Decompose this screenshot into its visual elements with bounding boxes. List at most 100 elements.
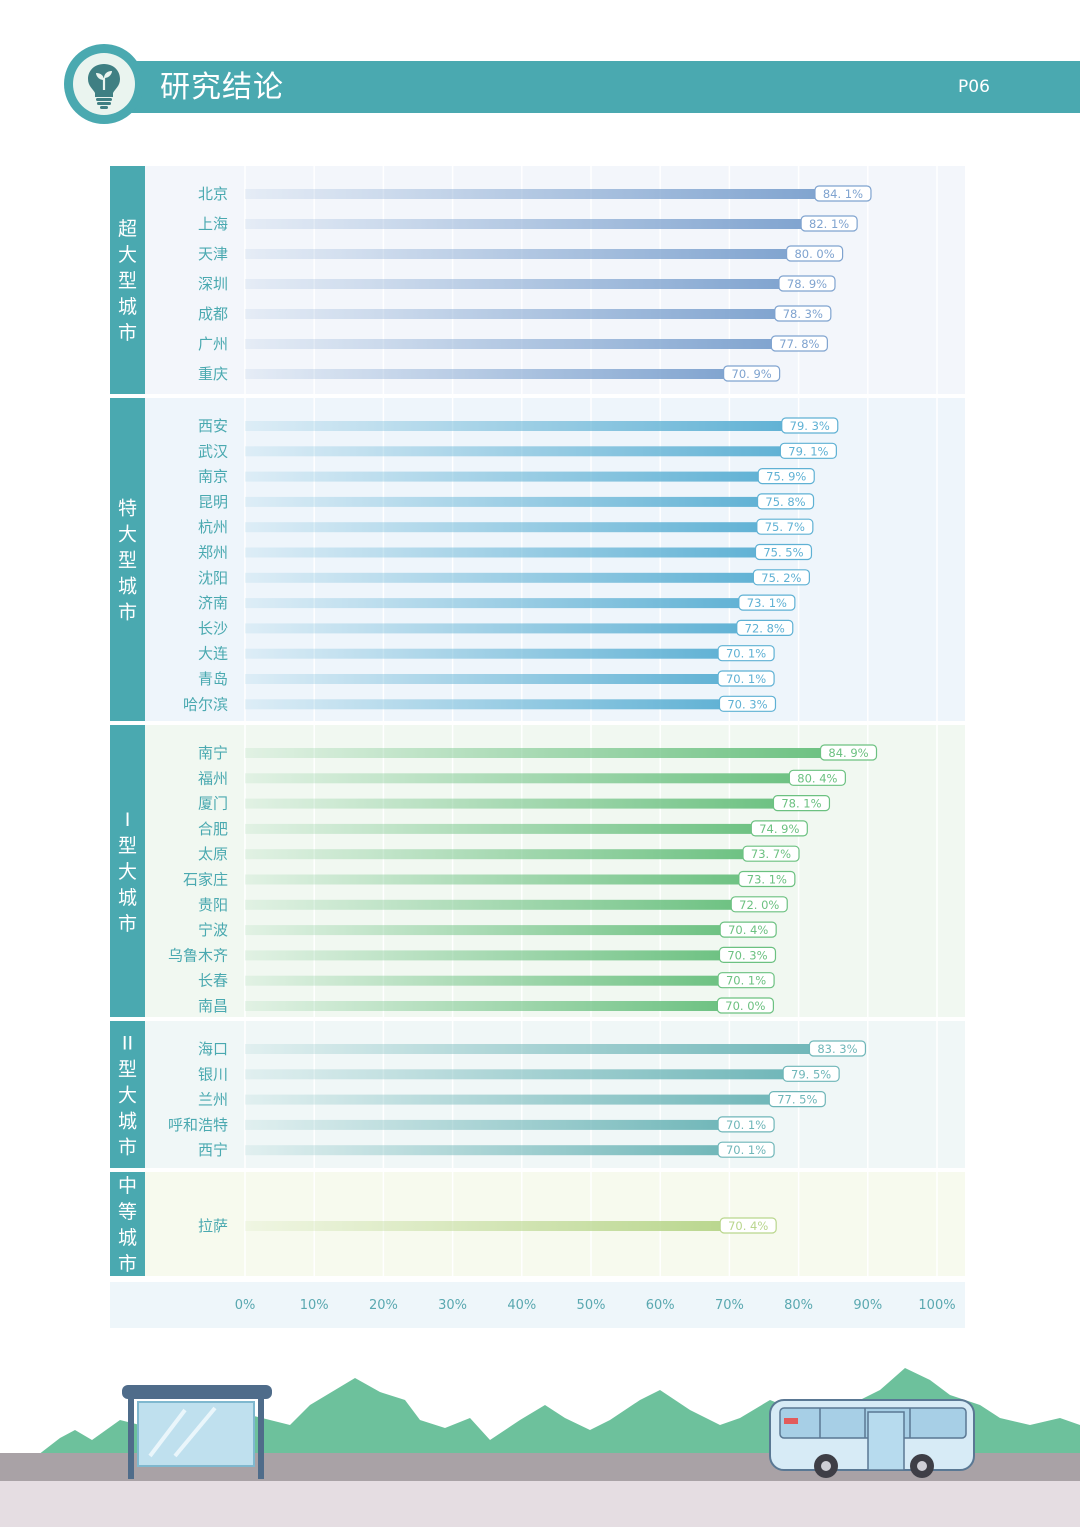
group-label-char: 等	[118, 1201, 137, 1223]
bar	[245, 369, 736, 379]
group-label-char: 城	[118, 576, 137, 598]
x-tick-label: 40%	[507, 1298, 536, 1313]
data-label: 75. 9%	[766, 470, 806, 484]
category-label: 杭州	[198, 518, 228, 536]
data-label-box	[752, 569, 810, 586]
data-label: 82. 1%	[809, 217, 849, 231]
category-label: 济南	[198, 594, 228, 612]
category-label: 北京	[198, 185, 228, 203]
bar	[245, 748, 833, 758]
group-label-char: 超	[118, 218, 137, 240]
bar	[245, 219, 814, 229]
data-label-box	[757, 468, 815, 485]
category-label: 上海	[198, 215, 228, 233]
data-label: 72. 0%	[739, 898, 779, 912]
data-label: 73. 1%	[747, 873, 787, 887]
group-label-char: 特	[118, 498, 137, 520]
data-label: 70. 3%	[727, 948, 767, 962]
data-label: 75. 2%	[761, 571, 801, 585]
category-label: 西安	[198, 417, 228, 435]
data-label: 78. 1%	[781, 797, 821, 811]
bar	[245, 699, 732, 710]
data-label-box	[717, 1141, 775, 1158]
bus	[769, 1399, 975, 1478]
group-side-band	[110, 1172, 145, 1276]
category-label: 武汉	[198, 442, 228, 460]
data-label: 84. 9%	[828, 746, 868, 760]
data-label: 70. 1%	[726, 1143, 766, 1157]
x-tick-label: 70%	[715, 1298, 744, 1313]
bar	[245, 572, 766, 583]
category-label: 乌鲁木齐	[168, 946, 228, 964]
category-label: 西宁	[198, 1141, 228, 1159]
group-label-char: 市	[118, 322, 137, 344]
data-label-box	[717, 972, 775, 989]
group-label-char: 大	[118, 524, 137, 546]
category-label: 昆明	[198, 493, 228, 511]
x-tick-label: 20%	[369, 1298, 398, 1313]
data-label-box	[716, 997, 775, 1014]
data-label-box	[738, 870, 796, 888]
group-side-band	[110, 1021, 145, 1168]
data-label-box	[785, 245, 844, 262]
x-tick-label: 10%	[300, 1298, 329, 1313]
data-label-box	[730, 896, 788, 913]
bar	[245, 446, 793, 457]
data-label: 83. 3%	[817, 1042, 857, 1056]
bar	[245, 874, 751, 885]
data-label-box	[814, 185, 872, 202]
category-label: 深圳	[198, 275, 228, 293]
data-label: 77. 5%	[777, 1093, 817, 1107]
data-label: 70. 1%	[726, 672, 766, 686]
bar	[245, 1069, 796, 1080]
category-label: 福州	[198, 769, 228, 787]
bar	[245, 421, 794, 431]
category-label: 广州	[198, 335, 228, 353]
data-label: 74. 9%	[759, 822, 799, 836]
data-label-box	[754, 543, 813, 561]
category-label: 重庆	[198, 365, 228, 383]
category-label: 长春	[198, 972, 228, 990]
data-label: 79. 5%	[791, 1067, 831, 1081]
data-label-box	[800, 215, 858, 232]
bar	[245, 309, 787, 319]
data-label: 70. 9%	[732, 367, 772, 381]
bar	[245, 798, 786, 809]
bar	[245, 674, 731, 684]
data-label-box	[788, 769, 846, 786]
x-axis-strip	[110, 1282, 965, 1328]
group-label-char: 中	[118, 1175, 137, 1197]
bar	[245, 339, 784, 349]
bar	[245, 849, 756, 860]
category-label: 长沙	[198, 619, 228, 637]
category-label: 郑州	[198, 544, 228, 562]
data-label: 78. 9%	[787, 277, 827, 291]
category-label: 宁波	[198, 921, 228, 939]
bar	[245, 598, 751, 609]
data-label-box	[736, 619, 794, 637]
data-label-box	[779, 442, 837, 459]
data-label-box	[774, 305, 832, 322]
category-label: 青岛	[198, 670, 228, 688]
bar	[245, 1119, 731, 1130]
bar	[245, 648, 731, 659]
category-label: 南京	[198, 468, 228, 486]
data-label: 70. 4%	[728, 923, 768, 937]
group-label-char: 城	[118, 1227, 137, 1249]
data-label: 70. 4%	[728, 1219, 768, 1233]
bar	[245, 623, 749, 634]
data-label-box	[781, 417, 839, 434]
data-label-box	[719, 921, 777, 938]
category-label: 大连	[198, 645, 228, 663]
bar	[245, 1221, 733, 1231]
x-tick-label: 80%	[784, 1298, 813, 1313]
bar	[245, 1001, 730, 1011]
group-label-char: 大	[118, 244, 137, 266]
bar	[245, 1044, 822, 1054]
bar	[245, 249, 799, 259]
category-label: 兰州	[198, 1091, 228, 1109]
data-label: 70. 0%	[725, 999, 765, 1013]
category-label: 南宁	[198, 744, 228, 762]
group-label-char: 型	[118, 270, 137, 292]
bar	[245, 950, 732, 961]
